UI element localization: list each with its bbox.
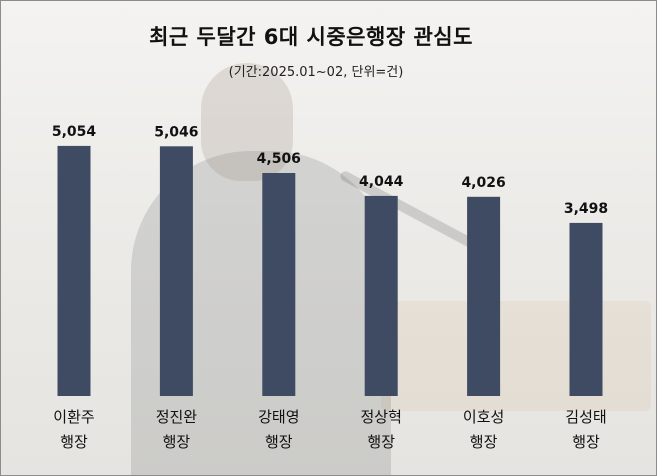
bar-3	[262, 173, 296, 396]
value-label-3: 4,506	[257, 151, 301, 167]
bar-5	[467, 196, 501, 396]
chart-title: 최근 두달간 6대 시중은행장 관심도	[149, 25, 473, 49]
category-label-3-line-2: 행장	[265, 433, 293, 451]
category-label-5-line-2: 행장	[470, 433, 498, 451]
chart-subtitle: (기간:2025.01~02, 단위=건)	[228, 65, 404, 80]
value-label-5: 4,026	[461, 175, 505, 191]
bar-2	[159, 146, 193, 396]
value-label-4: 4,044	[359, 174, 404, 190]
category-label-2-line-1: 정진완	[156, 408, 198, 426]
category-label-2-line-2: 행장	[163, 433, 191, 451]
value-label-6: 3,498	[564, 201, 608, 217]
category-label-4-line-2: 행장	[367, 433, 395, 451]
bar-1	[57, 145, 91, 396]
category-label-6-line-1: 김성태	[565, 408, 606, 426]
category-label-1-line-1: 이환주	[53, 408, 94, 426]
category-label-1-line-2: 행장	[60, 433, 88, 451]
category-label-6-line-2: 행장	[572, 433, 600, 451]
bar-6	[569, 222, 603, 396]
value-label-2: 5,046	[154, 124, 198, 140]
bar-4	[364, 195, 398, 396]
value-label-1: 5,054	[52, 124, 97, 140]
category-label-4-line-1: 정상혁	[360, 408, 401, 426]
category-label-3-line-1: 강태영	[258, 408, 299, 426]
category-label-5-line-1: 이호성	[463, 408, 504, 426]
